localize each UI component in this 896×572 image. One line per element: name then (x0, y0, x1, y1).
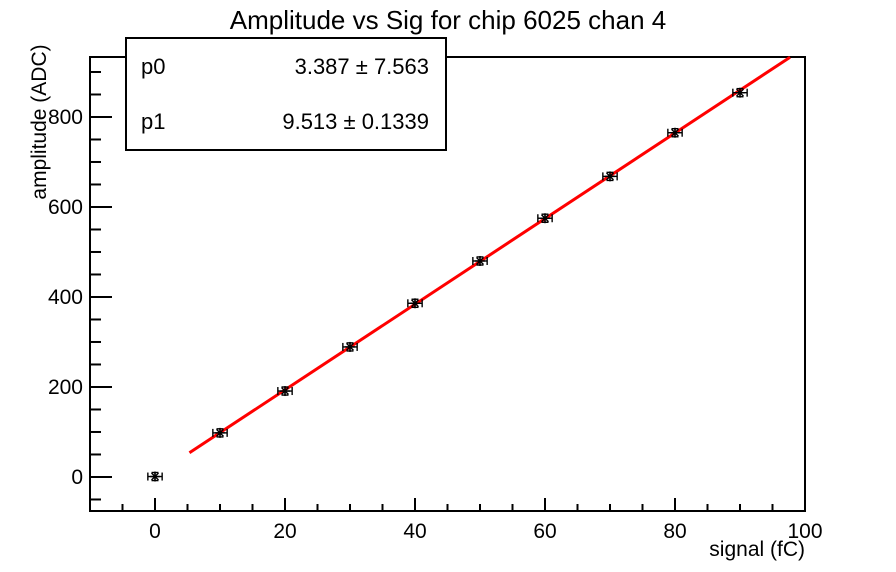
data-point (732, 87, 748, 98)
x-axis-tick-label: 100 (787, 520, 822, 543)
y-axis-tick-label: 0 (71, 466, 83, 489)
param-value-p0: 3.387 ± 7.563 (294, 53, 429, 79)
param-name-p1: p1 (141, 108, 166, 134)
chart-title: Amplitude vs Sig for chip 6025 chan 4 (229, 5, 667, 35)
star-marker-line (281, 387, 289, 396)
star-marker-line (671, 128, 679, 137)
star-marker-line (151, 472, 159, 481)
x-axis-tick-label: 80 (663, 520, 686, 543)
x-axis-tick-label: 20 (273, 520, 296, 543)
data-point (277, 386, 293, 397)
param-value-p1: 9.513 ± 0.1339 (282, 108, 429, 134)
star-marker-line (541, 214, 549, 223)
data-point (472, 255, 488, 266)
star-marker-line (476, 256, 484, 265)
stats-row-p1: p1 9.513 ± 0.1339 (127, 94, 445, 149)
y-axis-title: amplitude (ADC) (28, 44, 51, 200)
param-name-p0: p0 (141, 53, 166, 79)
data-point (212, 427, 228, 438)
star-marker-line (346, 342, 354, 351)
x-axis-tick-label: 40 (403, 520, 426, 543)
data-point (407, 298, 423, 309)
fit-stats-box: p0 3.387 ± 7.563 p1 9.513 ± 0.1339 (125, 37, 447, 151)
x-axis-tick-label: 60 (533, 520, 556, 543)
star-marker-line (606, 172, 614, 181)
star-marker-line (411, 299, 419, 308)
star-marker-line (216, 428, 224, 437)
star-marker-line (736, 88, 744, 97)
data-point (342, 341, 358, 352)
x-axis-title: signal (fC) (709, 538, 805, 561)
x-axis-tick-label: 0 (149, 520, 161, 543)
data-point (537, 213, 553, 224)
fit-line (188, 55, 791, 455)
y-axis-tick-label: 600 (48, 196, 83, 219)
stats-row-p0: p0 3.387 ± 7.563 (127, 39, 445, 94)
data-point (602, 171, 618, 182)
y-axis-tick-label: 200 (48, 376, 83, 399)
y-axis-tick-label: 800 (48, 106, 83, 129)
data-point (667, 127, 683, 138)
data-point (147, 471, 163, 482)
y-axis-tick-label: 400 (48, 286, 83, 309)
